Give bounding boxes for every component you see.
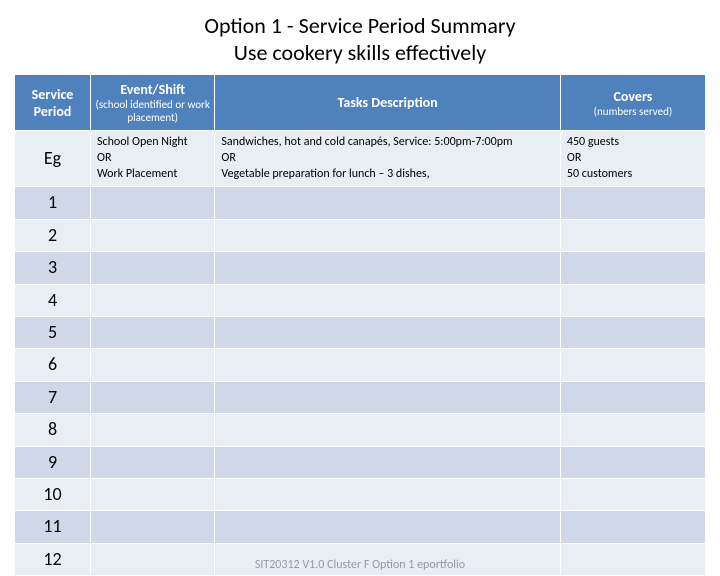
column-header: Event/Shift(school identified or work pl… [91, 75, 215, 131]
cell-period: 11 [15, 511, 91, 543]
table-body: EgSchool Open NightORWork PlacementSandw… [15, 131, 706, 576]
cell-event: School Open NightORWork Placement [91, 131, 215, 187]
column-header-sub: (school identified or work placement) [95, 98, 210, 124]
cell-tasks: Sandwiches, hot and cold canapés, Servic… [215, 131, 561, 187]
service-period-table: Service Period Event/Shift(school identif… [14, 74, 706, 576]
table-row: 5 [15, 316, 706, 348]
cell-tasks [215, 414, 561, 446]
column-header-label: Service Period [32, 86, 74, 120]
table-row: 1 [15, 187, 706, 219]
table-row: 7 [15, 381, 706, 413]
cell-period: 1 [15, 187, 91, 219]
cell-period: 6 [15, 349, 91, 381]
cell-event [91, 219, 215, 251]
cell-covers [560, 381, 705, 413]
cell-period: 7 [15, 381, 91, 413]
cell-covers [560, 349, 705, 381]
column-header-sub: (numbers served) [565, 105, 701, 118]
cell-covers [560, 219, 705, 251]
cell-event [91, 252, 215, 284]
table-row: 10 [15, 478, 706, 510]
table-row: 2 [15, 219, 706, 251]
cell-tasks [215, 219, 561, 251]
cell-event [91, 381, 215, 413]
cell-event [91, 414, 215, 446]
cell-covers [560, 478, 705, 510]
table-header-row: Service Period Event/Shift(school identif… [15, 75, 706, 131]
cell-covers: 450 guestsOR50 customers [560, 131, 705, 187]
column-header: Service Period [15, 75, 91, 131]
cell-covers [560, 316, 705, 348]
column-header-label: Tasks Description [338, 94, 438, 111]
cell-period: 4 [15, 284, 91, 316]
cell-period: 2 [15, 219, 91, 251]
cell-covers [560, 511, 705, 543]
table-row: 11 [15, 511, 706, 543]
table-row: EgSchool Open NightORWork PlacementSandw… [15, 131, 706, 187]
table-row: 6 [15, 349, 706, 381]
cell-covers [560, 446, 705, 478]
cell-covers [560, 187, 705, 219]
title-block: Option 1 - Service Period Summary Use co… [14, 12, 706, 66]
cell-tasks [215, 381, 561, 413]
table-row: 4 [15, 284, 706, 316]
cell-tasks [215, 316, 561, 348]
cell-event [91, 316, 215, 348]
column-header: Covers(numbers served) [560, 75, 705, 131]
cell-period: Eg [15, 131, 91, 187]
column-header-label: Event/Shift [120, 81, 185, 98]
column-header: Tasks Description [215, 75, 561, 131]
cell-period: 5 [15, 316, 91, 348]
cell-period: 3 [15, 252, 91, 284]
cell-tasks [215, 187, 561, 219]
table-row: 3 [15, 252, 706, 284]
cell-event [91, 511, 215, 543]
footer-text: SIT20312 V1.0 Cluster F Option 1 eportfo… [14, 558, 706, 572]
cell-covers [560, 284, 705, 316]
cell-tasks [215, 511, 561, 543]
cell-event [91, 478, 215, 510]
cell-period: 9 [15, 446, 91, 478]
cell-tasks [215, 349, 561, 381]
table-row: 8 [15, 414, 706, 446]
cell-period: 10 [15, 478, 91, 510]
cell-event [91, 446, 215, 478]
cell-covers [560, 252, 705, 284]
cell-covers [560, 414, 705, 446]
cell-tasks [215, 252, 561, 284]
page-subtitle: Use cookery skills effectively [14, 39, 706, 66]
page-title: Option 1 - Service Period Summary [14, 12, 706, 39]
table-row: 9 [15, 446, 706, 478]
cell-tasks [215, 478, 561, 510]
cell-event [91, 284, 215, 316]
cell-event [91, 349, 215, 381]
cell-tasks [215, 446, 561, 478]
cell-event [91, 187, 215, 219]
column-header-label: Covers [614, 88, 653, 105]
cell-tasks [215, 284, 561, 316]
cell-period: 8 [15, 414, 91, 446]
